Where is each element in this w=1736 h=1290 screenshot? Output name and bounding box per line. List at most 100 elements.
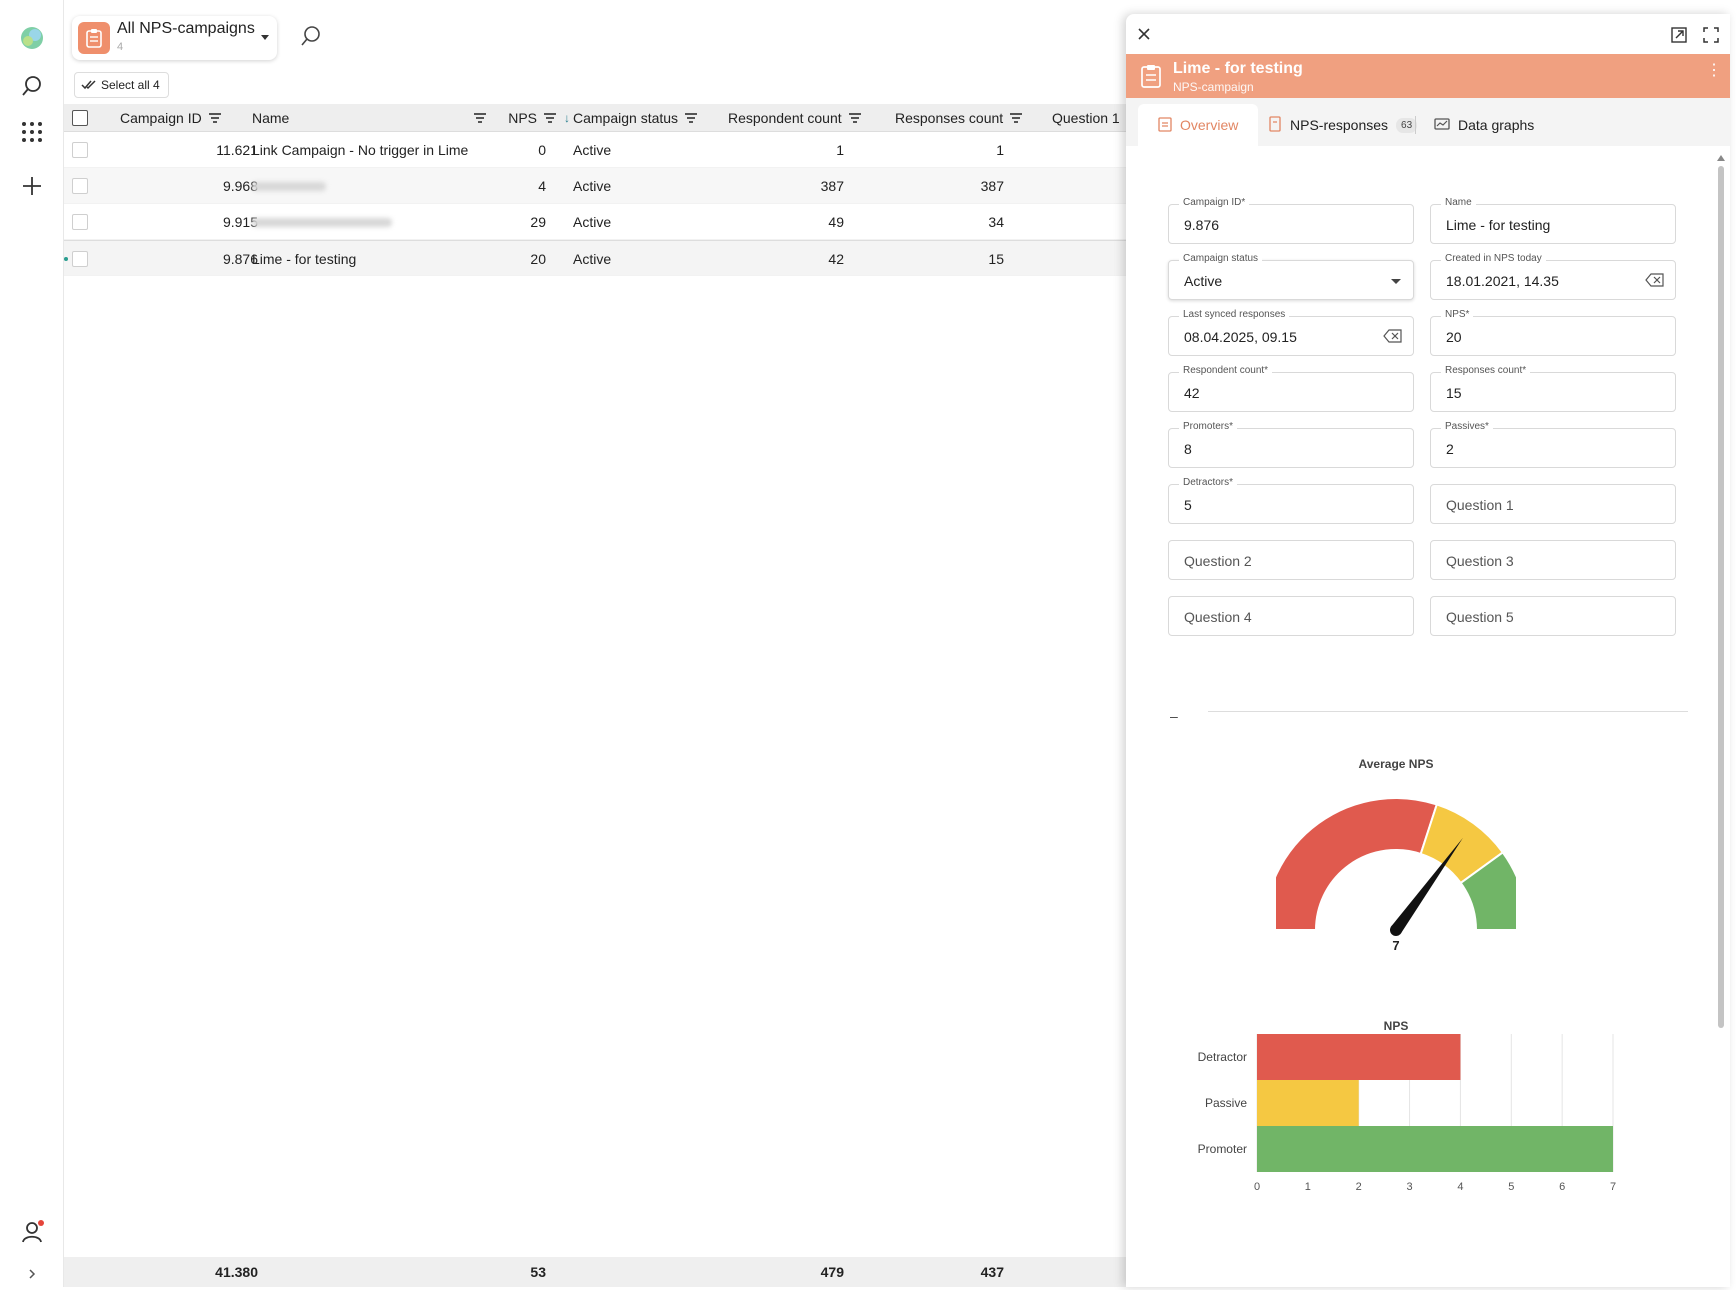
add-icon[interactable]	[16, 170, 48, 202]
cell-campaign-id: 9.876	[222, 251, 258, 267]
filter-icon[interactable]	[208, 113, 221, 123]
category-label: Detractor	[1198, 1050, 1247, 1064]
clear-icon[interactable]	[1383, 329, 1403, 343]
fullscreen-icon[interactable]	[1702, 26, 1720, 44]
row-checkbox[interactable]	[72, 204, 88, 240]
x-tick-label: 1	[1305, 1181, 1311, 1193]
responses-count-field[interactable]: Responses count* 15	[1430, 365, 1676, 412]
tab-divider	[1415, 116, 1416, 134]
total-nps: 53	[530, 1264, 546, 1280]
x-tick-label: 7	[1610, 1181, 1616, 1193]
x-tick-label: 0	[1254, 1181, 1260, 1193]
select-all-button[interactable]: Select all 4	[74, 72, 169, 98]
created-field[interactable]: Created in NPS today 18.01.2021, 14.35	[1430, 253, 1676, 300]
section-collapse-toggle[interactable]: –	[1170, 708, 1178, 724]
cell-responses-count: 1	[996, 142, 1004, 158]
table-row[interactable]: 9.915 29 Active 49 34	[64, 204, 1128, 240]
question-1-field[interactable]: Question 1	[1430, 484, 1676, 524]
cell-name-redacted	[252, 204, 392, 240]
open-external-icon[interactable]	[1670, 26, 1688, 44]
table-row[interactable]: 9.968 4 Active 387 387	[64, 168, 1128, 204]
row-checkbox[interactable]	[72, 241, 88, 277]
table-header: Campaign ID Name NPS ↓ Campaign status Re…	[64, 104, 1128, 132]
view-selector[interactable]: All NPS-campaigns 4	[72, 16, 277, 60]
tab-overview[interactable]: Overview	[1138, 104, 1259, 146]
filter-icon[interactable]	[474, 113, 486, 123]
respondent-count-field[interactable]: Respondent count* 42	[1168, 365, 1414, 412]
last-synced-field[interactable]: Last synced responses 08.04.2025, 09.15	[1168, 309, 1414, 356]
cell-nps: 4	[538, 178, 546, 194]
column-campaign-id[interactable]: Campaign ID	[120, 104, 221, 132]
question-3-field[interactable]: Question 3	[1430, 540, 1676, 580]
section-divider	[1208, 711, 1688, 712]
filter-icon[interactable]	[1010, 113, 1023, 123]
detractors-field[interactable]: Detractors* 5	[1168, 477, 1414, 524]
panel-toolbar	[1126, 14, 1730, 54]
column-respondent-count[interactable]: Respondent count	[728, 104, 861, 132]
panel-tabs: Overview NPS-responses 63 Data graphs	[1126, 98, 1730, 146]
clear-icon[interactable]	[1645, 273, 1665, 287]
average-nps-gauge	[1276, 797, 1516, 936]
column-campaign-status[interactable]: ↓ Campaign status	[564, 104, 704, 132]
cell-respondent-count: 42	[828, 251, 844, 267]
passives-field[interactable]: Passives* 2	[1430, 421, 1676, 468]
expand-icon[interactable]	[16, 1258, 48, 1290]
table-row[interactable]: 11.621 Link Campaign - No trigger in Lim…	[64, 132, 1128, 168]
question-2-field[interactable]: Question 2	[1168, 540, 1414, 580]
scrollbar-thumb[interactable]	[1718, 166, 1724, 1028]
campaign-status-select[interactable]: Campaign status Active	[1168, 253, 1414, 300]
close-icon[interactable]	[1136, 26, 1152, 42]
cell-respondent-count: 1	[836, 142, 844, 158]
nps-field[interactable]: NPS* 20	[1430, 309, 1676, 356]
tab-nps-responses[interactable]: NPS-responses 63	[1268, 104, 1418, 146]
user-icon[interactable]	[16, 1216, 48, 1248]
scroll-up-icon[interactable]	[1716, 154, 1726, 162]
responses-count-badge: 63	[1396, 117, 1418, 133]
tab-data-graphs[interactable]: Data graphs	[1434, 104, 1534, 146]
tab-overview-label: Overview	[1180, 117, 1239, 133]
search-icon[interactable]	[16, 70, 48, 102]
promoters-field[interactable]: Promoters* 8	[1168, 421, 1414, 468]
row-checkbox[interactable]	[72, 132, 88, 168]
cell-nps: 0	[538, 142, 546, 158]
document-icon	[1268, 115, 1282, 135]
question-4-field[interactable]: Question 4	[1168, 596, 1414, 636]
clipboard-icon	[1158, 116, 1172, 135]
clipboard-icon	[78, 22, 110, 54]
name-field[interactable]: Name Lime - for testing	[1430, 197, 1676, 244]
gauge-band-0	[1276, 797, 1439, 931]
cell-responses-count: 34	[988, 214, 1004, 230]
apps-grid-icon[interactable]	[16, 116, 48, 148]
header-checkbox[interactable]	[72, 104, 92, 132]
column-responses-count[interactable]: Responses count	[895, 104, 1023, 132]
record-header: Lime - for testing NPS-campaign ⋮	[1126, 54, 1730, 98]
column-name[interactable]: Name	[252, 104, 486, 132]
view-title: All NPS-campaigns	[117, 20, 255, 37]
campaign-id-field[interactable]: Campaign ID* 9.876	[1168, 197, 1414, 244]
cell-campaign-id: 11.621	[216, 142, 258, 158]
filter-icon[interactable]	[685, 113, 698, 123]
sort-down-icon: ↓	[564, 111, 570, 125]
panel-scrollbar[interactable]	[1716, 154, 1726, 1282]
search-icon[interactable]	[299, 24, 327, 52]
filter-icon[interactable]	[544, 113, 556, 123]
filter-icon[interactable]	[848, 113, 861, 123]
bar-chart-title: NPS	[1383, 1019, 1409, 1033]
category-label: Promoter	[1198, 1142, 1247, 1156]
cell-nps: 29	[530, 214, 546, 230]
chevron-down-icon	[1391, 279, 1401, 284]
cell-campaign-id: 9.968	[222, 178, 258, 194]
total-respondent-count: 479	[820, 1264, 844, 1280]
row-checkbox[interactable]	[72, 168, 88, 204]
table-row-selected[interactable]: 9.876 Lime - for testing 20 Active 42 15	[64, 240, 1128, 276]
more-options-icon[interactable]: ⋮	[1706, 62, 1722, 79]
column-nps[interactable]: NPS	[496, 104, 556, 132]
app-logo-icon[interactable]	[16, 22, 48, 54]
cell-respondent-count: 49	[828, 214, 844, 230]
question-5-field[interactable]: Question 5	[1430, 596, 1676, 636]
bar-promoter	[1257, 1126, 1613, 1172]
gauge-title: Average NPS	[1358, 757, 1434, 771]
record-subtitle: NPS-campaign	[1173, 80, 1254, 94]
column-question-1[interactable]: Question 1	[1052, 110, 1120, 126]
view-count: 4	[117, 41, 124, 53]
